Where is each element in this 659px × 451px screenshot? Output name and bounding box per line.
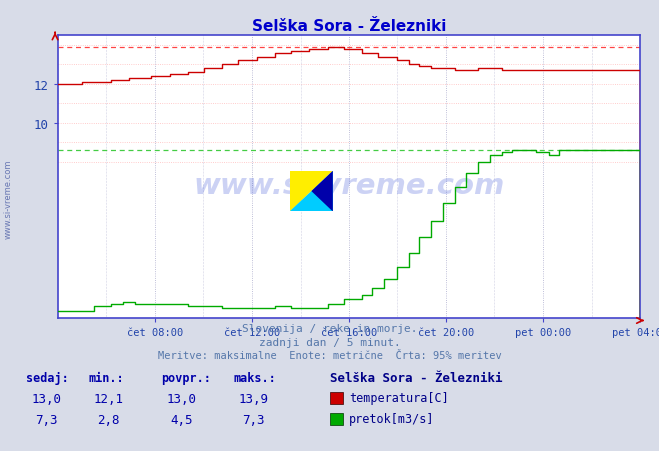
Polygon shape (290, 171, 333, 212)
Text: temperatura[C]: temperatura[C] (349, 391, 449, 404)
Text: www.si-vreme.com: www.si-vreme.com (193, 171, 505, 199)
Text: min.:: min.: (89, 371, 125, 384)
Text: povpr.:: povpr.: (161, 371, 212, 384)
Title: Selška Sora - Železniki: Selška Sora - Železniki (252, 18, 446, 33)
Text: zadnji dan / 5 minut.: zadnji dan / 5 minut. (258, 337, 401, 347)
Text: Meritve: maksimalne  Enote: metrične  Črta: 95% meritev: Meritve: maksimalne Enote: metrične Črta… (158, 350, 501, 360)
Text: 13,0: 13,0 (31, 392, 61, 405)
Text: Selška Sora - Železniki: Selška Sora - Železniki (330, 371, 502, 384)
Text: Slovenija / reke in morje.: Slovenija / reke in morje. (242, 323, 417, 333)
Text: 2,8: 2,8 (98, 413, 120, 426)
Text: 7,3: 7,3 (35, 413, 57, 426)
Text: pretok[m3/s]: pretok[m3/s] (349, 412, 435, 425)
Polygon shape (312, 171, 333, 212)
Text: 13,9: 13,9 (239, 392, 269, 405)
Text: maks.:: maks.: (234, 371, 277, 384)
Text: 12,1: 12,1 (94, 392, 124, 405)
Text: 7,3: 7,3 (243, 413, 265, 426)
Polygon shape (290, 171, 333, 212)
Text: 13,0: 13,0 (166, 392, 196, 405)
Text: 4,5: 4,5 (170, 413, 192, 426)
Text: www.si-vreme.com: www.si-vreme.com (3, 159, 13, 238)
Text: sedaj:: sedaj: (26, 371, 69, 384)
